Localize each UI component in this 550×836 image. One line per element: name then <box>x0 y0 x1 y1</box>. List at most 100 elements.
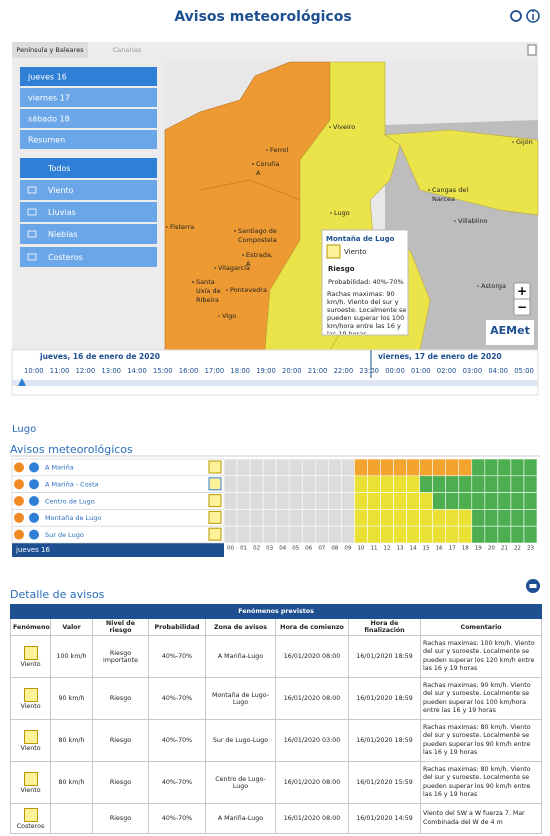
day-button[interactable] <box>20 67 157 86</box>
slider-handle[interactable] <box>18 378 26 386</box>
slider-track[interactable] <box>12 380 538 386</box>
place-label: Cangas del <box>432 186 468 194</box>
zone-name[interactable]: Centro de Lugo <box>45 497 95 505</box>
table-cell: Montaña de Lugo-Lugo <box>205 677 276 720</box>
day-button-label: jueves 16 <box>27 73 67 82</box>
phenomenon-button[interactable] <box>20 224 157 244</box>
level-cell <box>367 492 381 510</box>
level-cell <box>471 458 486 477</box>
hour-label: 00 <box>227 546 234 552</box>
phenomenon-button[interactable] <box>20 202 157 222</box>
zone-name[interactable]: A Mariña <box>45 464 74 472</box>
zone-name[interactable]: A Mariña - Costa <box>45 481 99 489</box>
day-button-label: viernes 17 <box>28 94 70 103</box>
timeline-hour[interactable]: 19:00 <box>256 367 276 375</box>
rss-icon[interactable] <box>29 512 39 523</box>
level-cell <box>275 509 290 527</box>
level-cell <box>354 492 368 510</box>
timeline-hour[interactable]: 22:00 <box>334 367 354 375</box>
zone-row <box>11 509 225 527</box>
level-cell <box>367 509 381 527</box>
place-label: Vigo <box>222 312 236 320</box>
zoom-out[interactable]: − <box>513 298 531 316</box>
table-cell: A Mariña-Lugo <box>205 803 276 834</box>
timeline-hour[interactable]: 04:00 <box>488 367 508 375</box>
place-label: Fisterra <box>170 223 194 231</box>
rss-icon[interactable] <box>29 462 39 473</box>
day-button[interactable] <box>20 109 157 128</box>
place-label: Gijón <box>516 138 533 146</box>
rss-icon[interactable] <box>29 496 39 506</box>
popup-text-box: Rachas maximas: 90 km/h. Viento del sur … <box>327 290 406 334</box>
timeline-hour[interactable]: 15:00 <box>153 367 173 375</box>
phenomenon-label: Lluvias <box>48 208 76 217</box>
timeline-hour[interactable]: 23:00 <box>359 367 379 375</box>
timeline-hour[interactable]: 18:00 <box>230 367 250 375</box>
timeline-hour[interactable]: 21:00 <box>308 367 328 375</box>
table-cell: 16/01/2020 08:00 <box>275 635 349 678</box>
info-icon[interactable] <box>526 9 540 23</box>
tab[interactable]: Canarias <box>113 46 142 54</box>
timeline-hour[interactable]: 16:00 <box>179 367 199 375</box>
zone-name[interactable]: Sur de Lugo <box>45 531 84 539</box>
caption-row: Fenómenos previstos <box>9 604 543 619</box>
phenomenon-button[interactable] <box>20 158 157 178</box>
level-cell <box>484 458 499 477</box>
timeline-hour[interactable]: 02:00 <box>437 367 457 375</box>
print-icon[interactable] <box>527 44 537 56</box>
timeline-hour[interactable]: 01:00 <box>411 367 431 375</box>
timeline-hour[interactable]: 00:00 <box>385 367 405 375</box>
level-cell <box>262 458 277 477</box>
rss-icon[interactable] <box>14 479 24 490</box>
level-cell <box>458 525 473 544</box>
table-cell: Riesgo importante <box>92 635 149 678</box>
rss-icon[interactable] <box>14 529 24 540</box>
hour-label: 14 <box>410 546 417 552</box>
level-cell <box>249 492 264 510</box>
zone-name[interactable]: Montaña de Lugo <box>45 514 101 522</box>
level-cell <box>314 475 329 493</box>
table-cell: 40%-70% <box>148 719 206 762</box>
comment-cell: Rachas maximas: 90 km/h. Viento del sur … <box>419 677 543 720</box>
timeline-hour[interactable]: 05:00 <box>514 367 534 375</box>
rss-icon[interactable] <box>14 496 24 506</box>
phenomenon-label: Nieblas <box>48 230 78 239</box>
level-cell <box>497 492 512 510</box>
level-cell <box>341 525 355 544</box>
timeline-hour[interactable]: 14:00 <box>127 367 147 375</box>
table-row: Costeros Riesgo 40%-70% A Mariña-Lugo 16/01/… <box>10 803 543 834</box>
timeline-hour[interactable]: 11:00 <box>50 367 70 375</box>
level-cell <box>223 509 238 527</box>
table-cell: 16/01/2020 08:00 <box>275 677 349 720</box>
rss-icon[interactable] <box>14 462 24 473</box>
day-button[interactable] <box>20 130 157 149</box>
level-cell <box>236 475 251 493</box>
tab[interactable]: Península y Baleares <box>16 46 84 54</box>
link-icon[interactable] <box>510 10 522 22</box>
phenomenon-button[interactable] <box>20 247 157 267</box>
table-cell: 80 km/h <box>50 761 93 804</box>
rss-icon[interactable] <box>29 479 39 490</box>
table-cell: 40%-70% <box>148 677 206 720</box>
rss-icon[interactable] <box>29 529 39 540</box>
level-cell <box>288 492 303 510</box>
timeline-hour[interactable]: 03:00 <box>463 367 483 375</box>
timeline-hour[interactable]: 12:00 <box>76 367 96 375</box>
zone-row <box>11 525 225 544</box>
timeline-hour[interactable]: 10:00 <box>24 367 44 375</box>
hour-label: 20 <box>488 546 495 552</box>
column-header: Zona de avisos <box>205 618 276 636</box>
level-cell <box>510 458 525 477</box>
rss-icon[interactable] <box>14 512 24 523</box>
table-cell: 16/01/2020 15:59 <box>348 761 421 804</box>
print-button[interactable] <box>526 579 540 593</box>
phenomenon-button[interactable] <box>20 180 157 200</box>
timeline-hour[interactable]: 20:00 <box>282 367 302 375</box>
day-button[interactable] <box>20 88 157 107</box>
level-cell <box>484 525 499 544</box>
timeline-hour[interactable]: 17:00 <box>205 367 225 375</box>
table-cell: 16/01/2020 03:00 <box>275 719 349 762</box>
timeline-hour[interactable]: 13:00 <box>101 367 121 375</box>
hour-label: 13 <box>397 546 404 552</box>
zoom-in[interactable]: + <box>513 282 531 300</box>
